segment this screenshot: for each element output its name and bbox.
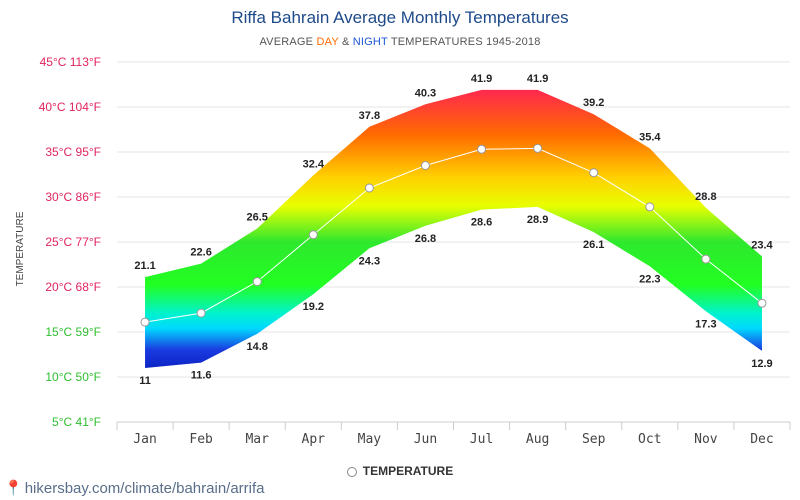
x-tick-label: Apr [302, 432, 326, 447]
night-data-label: 24.3 [359, 255, 380, 267]
subtitle-day: DAY [316, 36, 339, 48]
legend[interactable]: TEMPERATURE [0, 464, 800, 478]
y-tick-labels: 45°C 113°F 40°C 104°F 35°C 95°F 30°C 86°F 25… [39, 55, 101, 429]
data-labels: 21.1 22.6 26.5 32.4 37.8 40.3 41.9 41.9 39.2 35.4… [134, 73, 773, 387]
map-pin-icon: 📍 [4, 480, 23, 497]
y-tick-label: 25°C 77°F [45, 235, 101, 249]
night-data-label: 12.9 [751, 358, 772, 370]
x-tick-label: Mar [245, 432, 269, 447]
night-data-label: 26.1 [583, 239, 604, 251]
y-tick-label: 5°C 41°F [52, 415, 101, 429]
y-tick-label: 10°C 50°F [45, 370, 101, 384]
series-point [196, 308, 206, 318]
chart-subtitle: AVERAGE DAY & NIGHT TEMPERATURES 1945-20… [0, 36, 800, 48]
series-line [144, 147, 763, 323]
series-point [701, 254, 711, 264]
x-tick-label: May [358, 432, 382, 447]
legend-label: TEMPERATURE [362, 464, 454, 478]
x-tick-label: Feb [189, 432, 213, 447]
night-data-label: 14.8 [246, 341, 267, 353]
subtitle-prefix: AVERAGE [259, 36, 317, 48]
series-point [477, 144, 487, 154]
legend-marker-icon [346, 466, 357, 477]
y-tick-label: 15°C 59°F [45, 325, 101, 339]
day-data-label: 21.1 [134, 260, 155, 272]
series-point [308, 230, 318, 240]
source-link[interactable]: 📍 hikersbay.com/climate/bahrain/arrifa [4, 479, 265, 497]
series-point [533, 143, 543, 153]
series-point [757, 298, 767, 308]
night-data-label: 17.3 [695, 318, 716, 330]
mean-line [140, 143, 767, 327]
y-tick-label: 40°C 104°F [39, 100, 101, 114]
subtitle-night: NIGHT [352, 36, 388, 48]
night-data-label: 22.3 [639, 273, 660, 285]
day-data-label: 35.4 [639, 131, 661, 143]
series-point [364, 183, 374, 193]
night-data-label: 11.6 [191, 370, 212, 382]
x-tick-label: Jul [470, 432, 493, 447]
day-data-label: 40.3 [415, 87, 436, 99]
source-url: hikersbay.com/climate/bahrain/arrifa [24, 480, 265, 497]
subtitle-amp: & [338, 36, 353, 48]
y-tick-label: 30°C 86°F [45, 190, 101, 204]
x-tick-label: Oct [638, 432, 661, 447]
day-data-label: 28.8 [695, 191, 716, 203]
day-data-label: 41.9 [527, 73, 548, 85]
x-tick-label: Sep [582, 432, 606, 447]
night-data-label: 28.9 [527, 214, 548, 226]
day-data-label: 37.8 [359, 110, 380, 122]
x-tick-label: Jan [133, 432, 156, 447]
night-data-label: 28.6 [471, 217, 492, 229]
day-data-label: 39.2 [583, 97, 604, 109]
night-data-label: 19.2 [303, 301, 324, 313]
x-tick-label: Jun [414, 432, 437, 447]
series-point [589, 168, 599, 178]
day-data-label: 26.5 [246, 212, 267, 224]
temperature-band [145, 89, 762, 369]
night-data-label: 26.8 [415, 233, 436, 245]
day-data-label: 22.6 [190, 247, 211, 259]
series-point [252, 277, 262, 287]
x-tick-label: Dec [750, 432, 773, 447]
y-tick-label: 35°C 95°F [45, 145, 101, 159]
y-tick-label: 45°C 113°F [40, 55, 101, 69]
y-tick-label: 20°C 68°F [45, 280, 101, 294]
series-point [420, 161, 430, 170]
day-data-label: 23.4 [751, 239, 773, 251]
x-tick-label: Aug [526, 432, 549, 447]
series-point [140, 317, 150, 327]
temperature-range-area [145, 89, 762, 369]
day-data-label: 32.4 [303, 158, 325, 170]
chart-title: Riffa Bahrain Average Monthly Temperatur… [231, 8, 569, 27]
day-data-label: 41.9 [471, 73, 492, 85]
subtitle-suffix: TEMPERATURES 1945-2018 [387, 36, 541, 48]
night-data-label: 11 [139, 375, 151, 387]
x-tick-label: Nov [694, 432, 718, 447]
x-tick-labels: Jan Feb Mar Apr May Jun Jul Aug Sep Oct Nov Dec [133, 432, 773, 447]
series-point [645, 202, 655, 212]
